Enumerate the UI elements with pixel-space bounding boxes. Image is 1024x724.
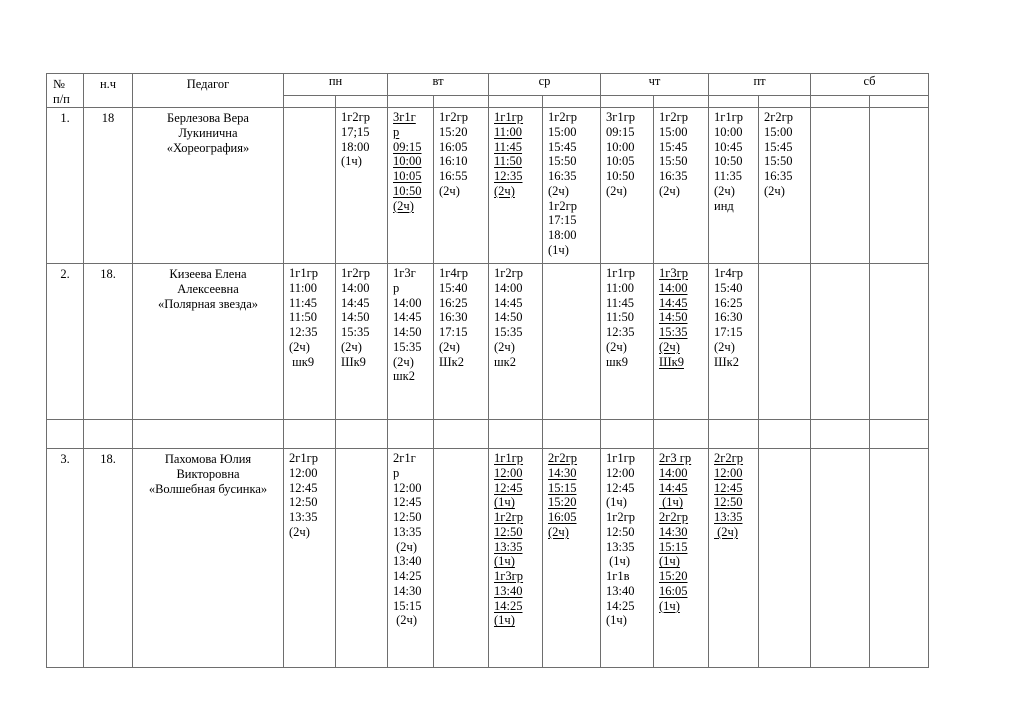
empty-cell [488, 95, 544, 108]
schedule-table: № п/п н.ч Педагог пн вт ср чт пт сб 1. 1… [46, 73, 930, 668]
schedule-cell-thu-1: 1г1гр 11:00 11:45 11:50 12:35 (2ч) шк9 [600, 263, 655, 420]
header-day-wed: ср [488, 73, 602, 96]
teacher-row-1: 1. 18 Берлезова Вера Лукинична «Хореогра… [46, 107, 930, 264]
empty-cell [387, 419, 435, 449]
teacher-row-2: 2. 18. Кизеева Елена Алексеевна «Полярна… [46, 263, 930, 420]
schedule-cell-sat-2 [869, 263, 930, 420]
empty-cell [283, 419, 336, 449]
schedule-cell-mon-2 [334, 448, 389, 668]
schedule-cell-thu-1: 3г1гр 09:15 10:00 10:05 10:50 (2ч) [600, 107, 655, 264]
schedule-cell-sat-1 [810, 263, 871, 420]
header-day-tue: вт [387, 73, 490, 96]
schedule-cell-mon-1 [283, 107, 336, 264]
empty-cell [758, 419, 812, 449]
header-day-sat: сб [810, 73, 930, 96]
schedule-cell-sat-1 [810, 107, 871, 264]
empty-cell [488, 419, 544, 449]
empty-cell [653, 95, 710, 108]
header-day-fri: пт [708, 73, 812, 96]
row-hours: 18 [83, 107, 133, 264]
schedule-cell-sat-2 [869, 107, 930, 264]
schedule-cell-wed-2: 2г2гр 14:30 15:15 15:20 16:05 (2ч) [542, 448, 602, 668]
empty-cell [708, 419, 760, 449]
schedule-cell-wed-2 [542, 263, 602, 420]
schedule-cell-wed-2: 1г2гр 15:00 15:45 15:50 16:35 (2ч) 1г2гр… [542, 107, 602, 264]
empty-cell [387, 95, 435, 108]
spacer-row [46, 419, 930, 449]
row-number: 1. [46, 107, 84, 264]
empty-cell [433, 95, 490, 108]
row-hours: 18. [83, 448, 133, 668]
empty-cell [869, 95, 930, 108]
row-number: 2. [46, 263, 84, 420]
schedule-cell-fri-2 [758, 448, 812, 668]
empty-cell [600, 419, 655, 449]
empty-cell [869, 419, 930, 449]
header-row: № п/п н.ч Педагог пн вт ср чт пт сб [46, 73, 930, 108]
schedule-cell-sat-1 [810, 448, 871, 668]
schedule-cell-mon-1: 1г1гр 11:00 11:45 11:50 12:35 (2ч) шк9 [283, 263, 336, 420]
schedule-cell-mon-2: 1г2гр 17;15 18:00 (1ч) [334, 107, 389, 264]
schedule-cell-sat-2 [869, 448, 930, 668]
subheader-row [47, 95, 930, 108]
schedule-cell-tue-2: 1г2гр 15:20 16:05 16:10 16:55 (2ч) [433, 107, 490, 264]
header-day-thu: чт [600, 73, 710, 96]
empty-cell [708, 95, 760, 108]
schedule-cell-fri-2: 2г2гр 15:00 15:45 15:50 16:35 (2ч) [758, 107, 812, 264]
row-number: 3. [46, 448, 84, 668]
schedule-cell-fri-1: 1г4гр 15:40 16:25 16:30 17:15 (2ч) Шк2 [708, 263, 760, 420]
empty-cell [758, 95, 812, 108]
schedule-cell-fri-1: 1г1гр 10:00 10:45 10:50 11:35 (2ч) инд [708, 107, 760, 264]
schedule-cell-thu-2: 1г3гр 14:00 14:45 14:50 15:35 (2ч) Шк9 [653, 263, 710, 420]
teacher-name: Берлезова Вера Лукинична «Хореография» [132, 107, 284, 264]
row-hours: 18. [83, 263, 133, 420]
schedule-cell-wed-1: 1г2гр 14:00 14:45 14:50 15:35 (2ч) шк2 [488, 263, 544, 420]
schedule-cell-thu-2: 1г2гр 15:00 15:45 15:50 16:35 (2ч) [653, 107, 710, 264]
schedule-cell-wed-1: 1г1гр 12:00 12:45 (1ч) 1г2гр 12:50 13:35… [488, 448, 544, 668]
empty-cell [132, 419, 284, 449]
empty-cell [600, 95, 655, 108]
empty-cell [334, 419, 389, 449]
empty-cell [810, 95, 871, 108]
schedule-cell-fri-2 [758, 263, 812, 420]
teacher-row-3: 3. 18. Пахомова Юлия Викторовна «Волшебн… [46, 448, 930, 668]
teacher-name: Кизеева Елена Алексеевна «Полярная звезд… [132, 263, 284, 420]
empty-cell [653, 419, 710, 449]
header-teacher: Педагог [132, 73, 284, 108]
empty-cell [433, 419, 490, 449]
schedule-cell-mon-1: 2г1гр 12:00 12:45 12:50 13:35 (2ч) [283, 448, 336, 668]
schedule-cell-tue-2 [433, 448, 490, 668]
empty-cell [542, 95, 602, 108]
empty-cell [46, 419, 84, 449]
schedule-cell-mon-2: 1г2гр 14:00 14:45 14:50 15:35 (2ч) Шк9 [334, 263, 389, 420]
schedule-cell-tue-2: 1г4гр 15:40 16:25 16:30 17:15 (2ч) Шк2 [433, 263, 490, 420]
schedule-cell-fri-1: 2г2гр 12:00 12:45 12:50 13:35 (2ч) [708, 448, 760, 668]
empty-cell [83, 419, 133, 449]
header-day-mon: пн [282, 73, 389, 96]
teacher-name: Пахомова Юлия Викторовна «Волшебная буси… [132, 448, 284, 668]
schedule-cell-tue-1: 2г1г р 12:00 12:45 12:50 13:35 (2ч) 13:4… [387, 448, 435, 668]
empty-cell [542, 419, 602, 449]
schedule-cell-wed-1: 1г1гр 11:00 11:45 11:50 12:35 (2ч) [488, 107, 544, 264]
schedule-cell-thu-1: 1г1гр 12:00 12:45 (1ч) 1г2гр 12:50 13:35… [600, 448, 655, 668]
header-num: № п/п [46, 73, 84, 108]
schedule-cell-thu-2: 2г3 гр 14:00 14:45 (1ч) 2г2гр 14:30 15:1… [653, 448, 710, 668]
schedule-cell-tue-1: 1г3г р 14:00 14:45 14:50 15:35 (2ч) шк2 [387, 263, 435, 420]
header-hours: н.ч [83, 73, 133, 108]
empty-cell [334, 95, 389, 108]
empty-cell [283, 95, 336, 108]
empty-cell [810, 419, 871, 449]
schedule-cell-tue-1: 3г1г р 09:15 10:00 10:05 10:50 (2ч) [387, 107, 435, 264]
